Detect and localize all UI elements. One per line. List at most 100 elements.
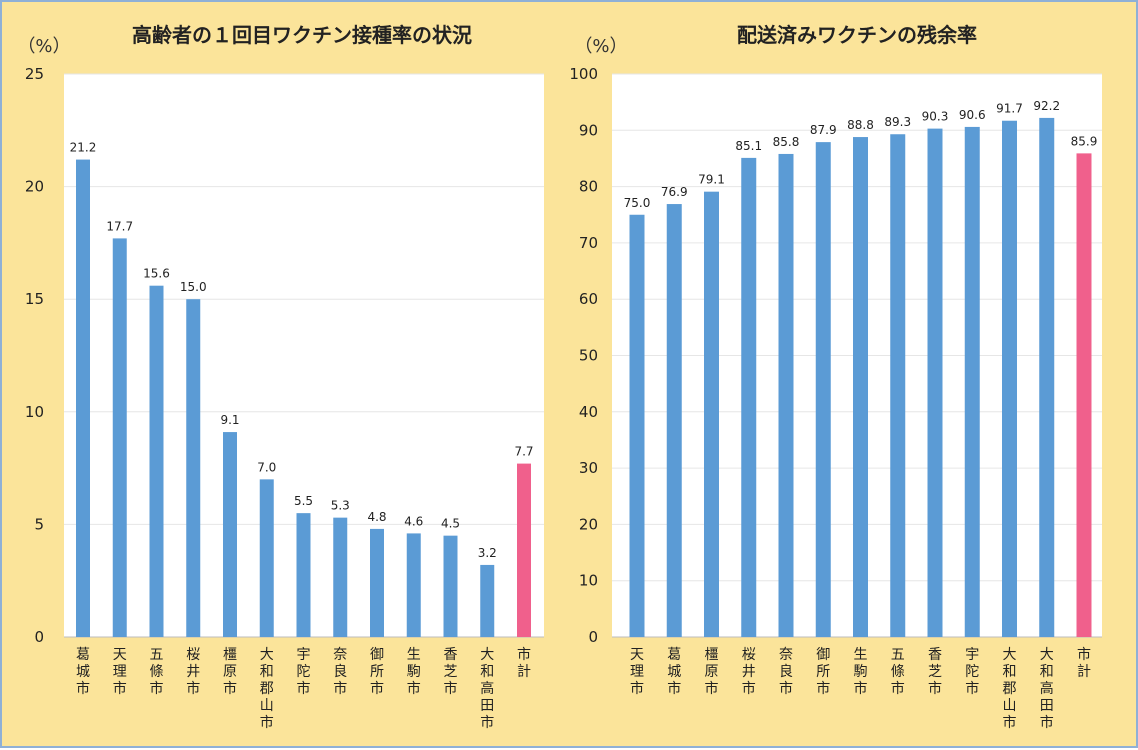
bar xyxy=(149,285,164,637)
data-label: 85.8 xyxy=(773,135,800,149)
y-tick-label: 100 xyxy=(571,65,598,83)
data-label: 90.3 xyxy=(922,110,949,124)
bar xyxy=(741,157,757,637)
data-label: 88.8 xyxy=(847,118,874,132)
x-category-label: 生駒市 xyxy=(854,647,868,697)
y-tick-label: 60 xyxy=(579,290,598,308)
bar xyxy=(370,528,384,637)
x-category-label: 五條市 xyxy=(150,647,164,697)
data-label: 5.5 xyxy=(294,494,313,508)
bar xyxy=(964,126,980,637)
bar xyxy=(76,159,90,638)
bar xyxy=(1002,120,1017,637)
data-label: 15.0 xyxy=(180,280,207,294)
data-label: 4.5 xyxy=(441,517,460,531)
x-category-label: 御所市 xyxy=(370,647,384,697)
y-tick-label: 25 xyxy=(25,65,44,83)
x-category-label: 橿原市 xyxy=(705,647,719,697)
y-tick-label: 90 xyxy=(579,121,598,139)
y-tick-label: 80 xyxy=(579,178,598,196)
bar xyxy=(1039,117,1055,637)
x-category-label: 生駒市 xyxy=(407,647,421,697)
bar xyxy=(406,533,421,637)
bar xyxy=(927,128,943,637)
x-category-label: 香芝市 xyxy=(444,647,458,697)
x-category-label: 奈良市 xyxy=(333,647,347,697)
data-label: 17.7 xyxy=(106,219,133,233)
data-label: 92.2 xyxy=(1033,99,1060,113)
data-label: 7.0 xyxy=(257,460,276,474)
data-label: 4.6 xyxy=(404,514,423,528)
remaining-rate-chart: 配送済みワクチンの残余率 （%） 0 10 20 30 40 50 60 70 80 90 100 7… xyxy=(571,23,1102,731)
y-tick-label: 70 xyxy=(579,234,598,252)
bar-total xyxy=(517,463,531,637)
y-tick-label: 20 xyxy=(25,178,44,196)
bar xyxy=(259,479,274,637)
data-label: 87.9 xyxy=(810,123,837,137)
x-category-label: 香芝市 xyxy=(928,647,942,697)
x-category-label: 宇陀市 xyxy=(965,647,979,697)
y-tick-label: 20 xyxy=(579,515,598,533)
bar xyxy=(704,191,719,638)
bar xyxy=(890,134,906,637)
bar xyxy=(186,299,201,637)
bar xyxy=(443,535,458,637)
bar xyxy=(853,137,868,637)
y-tick-label: 50 xyxy=(579,347,598,365)
vaccination-rate-chart: 高齢者の１回目ワクチン接種率の状況 （%） 0 5 10 15 20 25 21.2 葛城市 1… xyxy=(17,23,544,731)
bar xyxy=(480,564,495,637)
y-tick-label: 5 xyxy=(34,515,44,533)
data-label: 5.3 xyxy=(331,499,350,513)
remaining-rate-chart-panel: 配送済みワクチンの残余率 （%） 0 10 20 30 40 50 60 70 80 90 100 7… xyxy=(571,2,1138,750)
y-unit-label: （%） xyxy=(574,36,627,57)
data-label: 21.2 xyxy=(70,141,97,155)
data-label: 76.9 xyxy=(661,185,688,199)
x-category-label: 葛城市 xyxy=(76,647,90,697)
y-tick-label: 0 xyxy=(588,628,598,646)
y-tick-label: 0 xyxy=(34,628,44,646)
bar xyxy=(815,142,831,638)
x-category-label: 天理市 xyxy=(113,647,127,697)
y-tick-label: 15 xyxy=(25,290,44,308)
x-category-label: 御所市 xyxy=(816,647,830,697)
y-unit-label: （%） xyxy=(17,36,70,57)
bar xyxy=(666,204,682,638)
data-label: 91.7 xyxy=(996,102,1023,116)
x-category-label: 桜井市 xyxy=(186,647,200,697)
data-label: 15.6 xyxy=(143,267,170,281)
data-label: 3.2 xyxy=(478,546,497,560)
bar xyxy=(112,238,127,637)
bar xyxy=(629,214,645,637)
data-label: 7.7 xyxy=(514,445,533,459)
x-category-label: 葛城市 xyxy=(667,647,681,697)
vaccination-rate-chart-panel: 高齢者の１回目ワクチン接種率の状況 （%） 0 5 10 15 20 25 21.2 葛城市 1… xyxy=(2,2,571,750)
x-category-label: 大和高田市 xyxy=(1040,647,1054,731)
bar-total xyxy=(1076,153,1092,637)
data-label: 90.6 xyxy=(959,108,986,122)
data-label: 85.9 xyxy=(1071,134,1098,148)
x-category-label: 大和高田市 xyxy=(480,647,494,731)
y-tick-label: 30 xyxy=(579,459,598,477)
x-category-label: 五條市 xyxy=(891,647,905,697)
bar xyxy=(778,153,794,638)
data-label: 4.8 xyxy=(367,510,386,524)
chart-title: 配送済みワクチンの残余率 xyxy=(737,23,977,47)
chart-title: 高齢者の１回目ワクチン接種率の状況 xyxy=(132,23,472,47)
x-category-label: 大和郡山市 xyxy=(260,647,274,731)
x-category-label: 奈良市 xyxy=(779,647,793,697)
data-label: 75.0 xyxy=(624,196,651,210)
x-category-label: 市計 xyxy=(1077,646,1091,680)
y-tick-label: 10 xyxy=(25,403,44,421)
bar xyxy=(296,513,311,637)
data-label: 89.3 xyxy=(884,115,911,129)
data-label: 9.1 xyxy=(220,413,239,427)
x-category-label: 天理市 xyxy=(630,647,644,697)
x-category-label: 大和郡山市 xyxy=(1003,647,1017,731)
y-tick-label: 10 xyxy=(579,572,598,590)
bar xyxy=(333,517,348,637)
y-tick-label: 40 xyxy=(579,403,598,421)
bar xyxy=(223,432,237,637)
x-category-label: 桜井市 xyxy=(742,647,756,697)
x-category-label: 市計 xyxy=(517,646,531,680)
